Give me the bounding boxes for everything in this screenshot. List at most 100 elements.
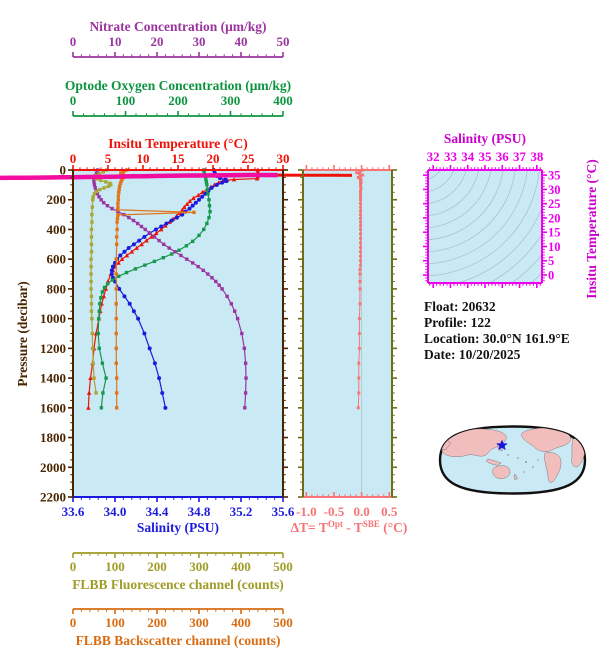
nitrate-tick-label: 30 [193,34,206,49]
ts-temperature-axis-title: Insitu Temperature (°C) [584,159,599,298]
delta-t-axis-title: ΔT= TOpt - TSBE (°C) [291,519,408,535]
nitrate-tick-label: 50 [277,34,290,49]
backscatter-tick-label: 200 [147,615,167,630]
float-location-star [496,439,508,451]
oxygen-tick-label: 200 [168,93,188,108]
island [532,466,534,468]
pressure-left-tick-label: 1800 [40,430,66,445]
axis-fluorescence: 0 100 200 300 400 500 [70,552,293,574]
axis-delta-t-left [298,169,304,498]
ts-temp-right-tick-label: 10 [548,240,561,254]
salinity-axis-title: Salinity (PSU) [137,520,219,535]
ts-salinity-top-tick-label: 34 [461,149,475,164]
temperature-tick-label: 0 [70,151,77,166]
pressure-left-tick-label: 200 [47,192,67,207]
ts-temp-right-tick-label: 5 [548,254,554,268]
float-info: Float: 20632 Profile: 122 Location: 30.0… [424,299,570,362]
axis-ts-salinity-top: 32 33 34 35 36 37 38 [427,149,544,171]
ts-salinity-top-tick-label: 35 [479,149,493,164]
fluorescence-tick-label: 100 [105,559,125,574]
axis-delta-t-bottom: -1.0 -0.5 0.0 0.5 [296,492,398,519]
profile-number-line: Profile: 122 [424,315,491,330]
backscatter-tick-label: 400 [231,615,251,630]
temperature-tick-label: 20 [207,151,220,166]
pressure-axis-title: Pressure (decibar) [15,281,30,387]
axis-pressure-right [282,169,288,498]
map-landmasses [440,426,585,483]
ts-salinity-top-tick-label: 32 [427,149,440,164]
pressure-left-tick-label: 1400 [40,371,66,386]
axis-delta-t-right [391,169,397,498]
ts-temp-right-tick-label: 30 [548,183,561,197]
oxygen-tick-label: 400 [273,93,293,108]
land-australia [492,465,511,479]
fluorescence-tick-label: 200 [147,559,167,574]
location-line: Location: 30.0°N 161.9°E [424,331,570,346]
island [537,459,539,461]
ts-temp-right-tick-label: 20 [548,211,561,225]
salinity-tick-label: 35.6 [272,504,295,519]
axis-temperature: 0 5 10 15 20 25 30 [70,151,290,171]
ts-temp-right-tick-label: 35 [548,169,561,183]
ts-plot-area [428,170,542,283]
ts-salinity-axis-title: Salinity (PSU) [444,131,526,146]
world-map [438,425,587,495]
salinity-tick-label: 34.0 [104,504,127,519]
series-oxygen [96,168,212,410]
axis-oxygen: 0 100 200 300 400 [70,93,293,117]
axis-nitrate: 0 10 20 30 40 50 [70,34,290,58]
delta-t-plot-area [303,170,392,497]
axis-ts-salinity-bottom [428,282,542,288]
main-plot-area [73,170,283,497]
island [507,454,509,456]
fluorescence-axis-title: FLBB Fluorescence channel (counts) [72,577,284,592]
delta-t-bottom-tick-label: -1.0 [296,504,317,519]
backscatter-tick-label: 0 [70,615,77,630]
pressure-left-tick-label: 1200 [40,341,66,356]
pressure-left-tick-label: 2000 [40,460,66,475]
fluorescence-tick-label: 400 [231,559,251,574]
land-new-zealand [513,473,518,481]
salinity-tick-label: 33.6 [62,504,85,519]
date-line: Date: 10/20/2025 [424,347,521,362]
ts-temp-right-tick-label: 0 [548,269,554,283]
temperature-tick-label: 5 [105,151,112,166]
axis-backscatter: 0 100 200 300 400 500 [70,608,293,630]
temperature-tick-label: 15 [172,151,186,166]
pressure-left-tick-label: 2200 [40,490,66,505]
pressure-left-tick-label: 0 [60,163,67,178]
nitrate-tick-label: 20 [151,34,164,49]
backscatter-tick-label: 100 [105,615,125,630]
salinity-tick-label: 34.8 [188,504,211,519]
axis-salinity: 33.6 34.0 34.4 34.8 35.2 35.6 [62,496,295,519]
temperature-axis-title: Insitu Temperature (°C) [108,136,247,151]
delta-t-bottom-tick-label: 0.5 [381,504,398,519]
nitrate-tick-label: 0 [70,34,77,49]
delta-t-bottom-tick-label: 0.0 [353,504,369,519]
land-eurasia [441,428,507,457]
pressure-left-tick-label: 400 [47,222,67,237]
pressure-left-tick-label: 1000 [40,311,66,326]
backscatter-tick-label: 300 [189,615,209,630]
nitrate-tick-label: 10 [109,34,122,49]
series-salinity [109,168,229,410]
oxygen-tick-label: 0 [70,93,77,108]
oxygen-tick-label: 300 [221,93,241,108]
nitrate-tick-label: 40 [235,34,248,49]
series-delta_t [355,168,365,410]
temperature-tick-label: 30 [277,151,290,166]
pressure-left-tick-label: 800 [47,281,67,296]
backscatter-tick-label: 500 [273,615,293,630]
pressure-left-tick-label: 600 [47,252,67,267]
delta-t-bottom-tick-label: -0.5 [324,504,345,519]
axis-ts-temp-left [423,170,429,283]
axis-delta-t-top [303,165,392,171]
pressure-left-tick-label: 1600 [40,400,66,415]
axis-pressure-left: 0 200 400 600 800 1000 1200 1400 1600 1800 2000 220… [40,163,74,505]
oxygen-axis-title: Optode Oxygen Concentration (μm/kg) [65,78,291,93]
land-indonesia [485,458,502,466]
temperature-tick-label: 10 [137,151,150,166]
temperature-tick-label: 25 [242,151,256,166]
